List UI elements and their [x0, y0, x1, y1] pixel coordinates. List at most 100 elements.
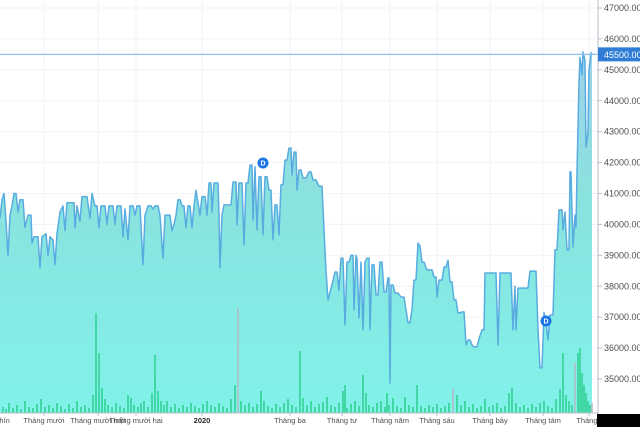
volume-bar: [130, 398, 132, 413]
volume-bar: [362, 375, 364, 413]
time-label: Tháng năm: [371, 416, 409, 425]
volume-bar: [515, 403, 517, 413]
volume-bar: [214, 407, 216, 413]
time-label: Tháng sáu: [419, 416, 454, 425]
volume-bar: [133, 405, 135, 413]
volume-bar: [589, 405, 591, 413]
volume-bar: [432, 407, 434, 413]
volume-bar: [472, 404, 474, 413]
volume-bar: [539, 403, 541, 413]
volume-bar: [412, 407, 414, 413]
dividend-marker[interactable]: D: [540, 315, 552, 327]
volume-bar: [72, 408, 74, 413]
volume-bar: [543, 401, 545, 413]
volume-bar: [40, 399, 42, 413]
volume-bar: [388, 405, 390, 413]
volume-bar: [56, 403, 58, 413]
volume-bar: [330, 405, 332, 413]
volume-bar: [80, 407, 82, 413]
volume-bar: [579, 348, 581, 413]
area-series: [0, 51, 593, 414]
price-tick-label: 46000.00: [604, 34, 640, 44]
volume-bar: [202, 404, 204, 413]
volume-bar: [577, 353, 579, 413]
volume-bar: [252, 407, 254, 413]
volume-bar: [2, 407, 4, 413]
price-tick-label: 40000.00: [604, 219, 640, 229]
volume-bar: [36, 404, 38, 413]
volume-bar: [476, 408, 478, 413]
volume-bar: [531, 404, 533, 413]
volume-bar: [318, 404, 320, 413]
volume-bar: [386, 393, 388, 413]
volume-bar: [551, 408, 553, 413]
volume-bar: [182, 405, 184, 413]
volume-bars: [2, 308, 593, 413]
price-tick-label: 35000.00: [604, 374, 640, 384]
volume-bar: [428, 405, 430, 413]
volume-bar: [302, 398, 304, 413]
volume-bar: [275, 404, 277, 413]
volume-bar: [48, 405, 50, 413]
volume-bar: [464, 401, 466, 413]
dividend-marker-circle[interactable]: [540, 315, 552, 327]
volume-bar: [310, 401, 312, 413]
volume-bar: [585, 393, 587, 413]
volume-bar: [440, 408, 442, 413]
price-tick-label: 42000.00: [604, 158, 640, 168]
time-label: Tháng ba: [274, 416, 307, 425]
current-price-label-text: 45500.00: [604, 50, 640, 60]
volume-bar: [376, 403, 378, 413]
volume-bar: [218, 403, 220, 413]
volume-bar: [448, 403, 450, 413]
volume-bar: [492, 405, 494, 413]
dividend-marker-circle[interactable]: [257, 157, 269, 169]
price-tick-label: 41000.00: [604, 189, 640, 199]
volume-bar: [137, 407, 139, 413]
volume-bar: [354, 401, 356, 413]
current-price-label: 45500.00: [598, 47, 640, 62]
volume-bar: [127, 395, 129, 413]
volume-bar: [468, 407, 470, 413]
volume-bar: [555, 399, 557, 413]
volume-bar: [591, 403, 593, 413]
time-label: Tháng chín: [0, 416, 10, 425]
dividend-markers[interactable]: DD: [257, 157, 552, 327]
volume-bar: [488, 407, 490, 413]
volume-bar: [452, 388, 454, 413]
current-price-label-box: [598, 47, 640, 62]
volume-bar: [523, 405, 525, 413]
volume-bar: [143, 401, 145, 413]
dividend-marker-letter: D: [260, 161, 265, 168]
volume-bar: [583, 385, 585, 413]
volume-bar: [424, 408, 426, 413]
dividend-marker[interactable]: D: [257, 157, 269, 169]
volume-bar: [198, 408, 200, 413]
volume-bar: [334, 407, 336, 413]
volume-bar: [535, 407, 537, 413]
volume-bar: [210, 405, 212, 413]
volume-bar: [119, 406, 121, 413]
time-label: Tháng mười: [23, 416, 65, 425]
dividend-marker-letter: D: [543, 319, 548, 326]
volume-bar: [299, 351, 301, 413]
volume-bar: [326, 397, 328, 413]
volume-bar: [508, 393, 510, 413]
volume-bar: [460, 405, 462, 413]
volume-bar: [28, 407, 30, 413]
price-axis[interactable]: 47000.00 46000.00 45000.00 44000.00 43000.00…: [597, 0, 640, 427]
volume-bar: [244, 405, 246, 413]
volume-bar: [400, 408, 402, 413]
volume-bar: [306, 405, 308, 413]
volume-bar: [368, 405, 370, 413]
volume-bar: [344, 385, 346, 413]
volume-bar: [170, 407, 172, 413]
volume-bar: [174, 404, 176, 413]
volume-bar: [380, 401, 382, 413]
volume-bar: [186, 407, 188, 413]
volume-bar: [256, 404, 258, 413]
volume-bar: [396, 406, 398, 413]
volume-bar: [267, 406, 269, 413]
